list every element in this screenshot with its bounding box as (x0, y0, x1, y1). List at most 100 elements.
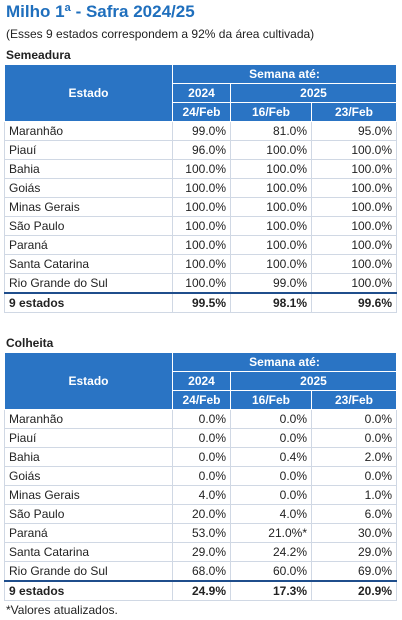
table-cell: 99.6% (310, 292, 398, 313)
table-cell: 100.0% (230, 178, 312, 198)
table-cell: 1.0% (310, 485, 398, 505)
table-cell: 17.3% (230, 580, 312, 601)
table-cell: 100.0% (230, 254, 312, 274)
header-cell: 2025 (229, 371, 398, 391)
header-cell: 23/Feb (310, 390, 398, 410)
data-table: Estado Semana até: 2024 2025 24/Feb 16/Feb 23/… (4, 352, 398, 601)
table-cell: 100.0% (172, 273, 231, 294)
title: Milho 1ª - Safra 2024/25 (6, 2, 195, 21)
table-cell: 100.0% (310, 254, 398, 274)
table-row: Santa Catarina 29.0% 24.2% 29.0% (4, 542, 398, 562)
table-cell: 100.0% (230, 235, 312, 255)
table-cell: 24.2% (230, 542, 312, 562)
table-cell: 100.0% (310, 159, 398, 179)
header-row: 24/Feb 16/Feb 23/Feb (5, 390, 398, 410)
table-cell: 20.0% (172, 504, 231, 524)
table-cell: 29.0% (172, 542, 231, 562)
header-cell: 16/Feb (230, 390, 312, 410)
data-table: Estado Semana até: 2024 2025 24/Feb 16/Feb 23/… (4, 64, 398, 313)
table-cell: Maranhão (4, 121, 173, 141)
table-cell: Rio Grande do Sul (4, 273, 173, 294)
table-cell: Paraná (4, 523, 173, 543)
table-cell: Piauí (4, 140, 173, 160)
table-cell: Maranhão (4, 409, 173, 429)
table-row: Paraná 100.0% 100.0% 100.0% (4, 235, 398, 255)
table-row: Maranhão 0.0% 0.0% 0.0% (4, 409, 398, 429)
table-cell: 21.0%* (230, 523, 312, 543)
header-cell: Estado (4, 64, 173, 122)
table-cell: Goiás (4, 178, 173, 198)
table-row: Goiás 100.0% 100.0% 100.0% (4, 178, 398, 198)
footnote: *Valores atualizados. (6, 603, 118, 617)
table-cell: 68.0% (172, 561, 231, 582)
table-cell: 96.0% (172, 140, 231, 160)
table-cell: 0.0% (172, 447, 231, 467)
table-cell: 0.4% (230, 447, 312, 467)
table-cell: 100.0% (230, 197, 312, 217)
table-cell: 0.0% (230, 485, 312, 505)
table-row: Piauí 96.0% 100.0% 100.0% (4, 140, 398, 160)
table-cell: 100.0% (230, 159, 312, 179)
table-row: Piauí 0.0% 0.0% 0.0% (4, 428, 398, 448)
table-cell: 100.0% (310, 178, 398, 198)
table-cell: 100.0% (230, 140, 312, 160)
table-row: Santa Catarina 100.0% 100.0% 100.0% (4, 254, 398, 274)
table-cell: Minas Gerais (4, 197, 173, 217)
table-cell: Piauí (4, 428, 173, 448)
table-cell: 24.9% (172, 580, 231, 601)
header-cell: 24/Feb (172, 390, 231, 410)
table-cell: 95.0% (310, 121, 398, 141)
header-cell: 2025 (229, 83, 398, 103)
table-cell: Rio Grande do Sul (4, 561, 173, 582)
header-row: 2024 2025 (5, 371, 398, 391)
table-cell: 100.0% (310, 140, 398, 160)
table-cell: 100.0% (172, 254, 231, 274)
table-row: Goiás 0.0% 0.0% 0.0% (4, 466, 398, 486)
table-cell: Bahia (4, 159, 173, 179)
table-row: Rio Grande do Sul 68.0% 60.0% 69.0% (4, 561, 398, 582)
table-cell: 20.9% (310, 580, 398, 601)
table-cell: São Paulo (4, 216, 173, 236)
subtitle: (Esses 9 estados correspondem a 92% da á… (6, 27, 315, 41)
header-cell: 23/Feb (310, 102, 398, 122)
table-cell: 6.0% (310, 504, 398, 524)
table-row: Minas Gerais 4.0% 0.0% 1.0% (4, 485, 398, 505)
table-cell: 53.0% (172, 523, 231, 543)
header-row: Estado Semana até: (4, 352, 398, 410)
table-row: São Paulo 100.0% 100.0% 100.0% (4, 216, 398, 236)
table-cell: 0.0% (230, 428, 312, 448)
table-cell: Paraná (4, 235, 173, 255)
header-cell: 24/Feb (172, 102, 231, 122)
table-row: Bahia 0.0% 0.4% 2.0% (4, 447, 398, 467)
table-cell: 100.0% (172, 178, 231, 198)
table-cell: Minas Gerais (4, 485, 173, 505)
header-cell: 2024 (172, 83, 231, 103)
table-cell: 0.0% (310, 409, 398, 429)
table-row: Rio Grande do Sul 100.0% 99.0% 100.0% (4, 273, 398, 294)
table-cell: 99.5% (172, 292, 231, 313)
table-row: Bahia 100.0% 100.0% 100.0% (4, 159, 398, 179)
section-title: Semeadura (6, 48, 71, 62)
header-cell: 2024 (172, 371, 231, 391)
table-cell: 0.0% (172, 466, 231, 486)
table-cell: 2.0% (310, 447, 398, 467)
table-cell: 100.0% (172, 159, 231, 179)
table-cell: 100.0% (172, 235, 231, 255)
table-cell: 0.0% (172, 409, 231, 429)
table-cell: 100.0% (310, 216, 398, 236)
table-cell: 9 estados (4, 580, 173, 601)
table-cell: 60.0% (230, 561, 312, 582)
table-cell: 100.0% (230, 216, 312, 236)
section-title: Colheita (6, 336, 54, 350)
table-cell: 98.1% (230, 292, 312, 313)
header-cell: Semana até: (171, 64, 398, 84)
table-cell: 0.0% (310, 466, 398, 486)
table-cell: 0.0% (310, 428, 398, 448)
total-row: 9 estados 99.5% 98.1% 99.6% (4, 292, 398, 313)
table-cell: Bahia (4, 447, 173, 467)
table-cell: 0.0% (230, 466, 312, 486)
table-cell: Goiás (4, 466, 173, 486)
table-cell: 4.0% (172, 485, 231, 505)
table-cell: 100.0% (172, 197, 231, 217)
